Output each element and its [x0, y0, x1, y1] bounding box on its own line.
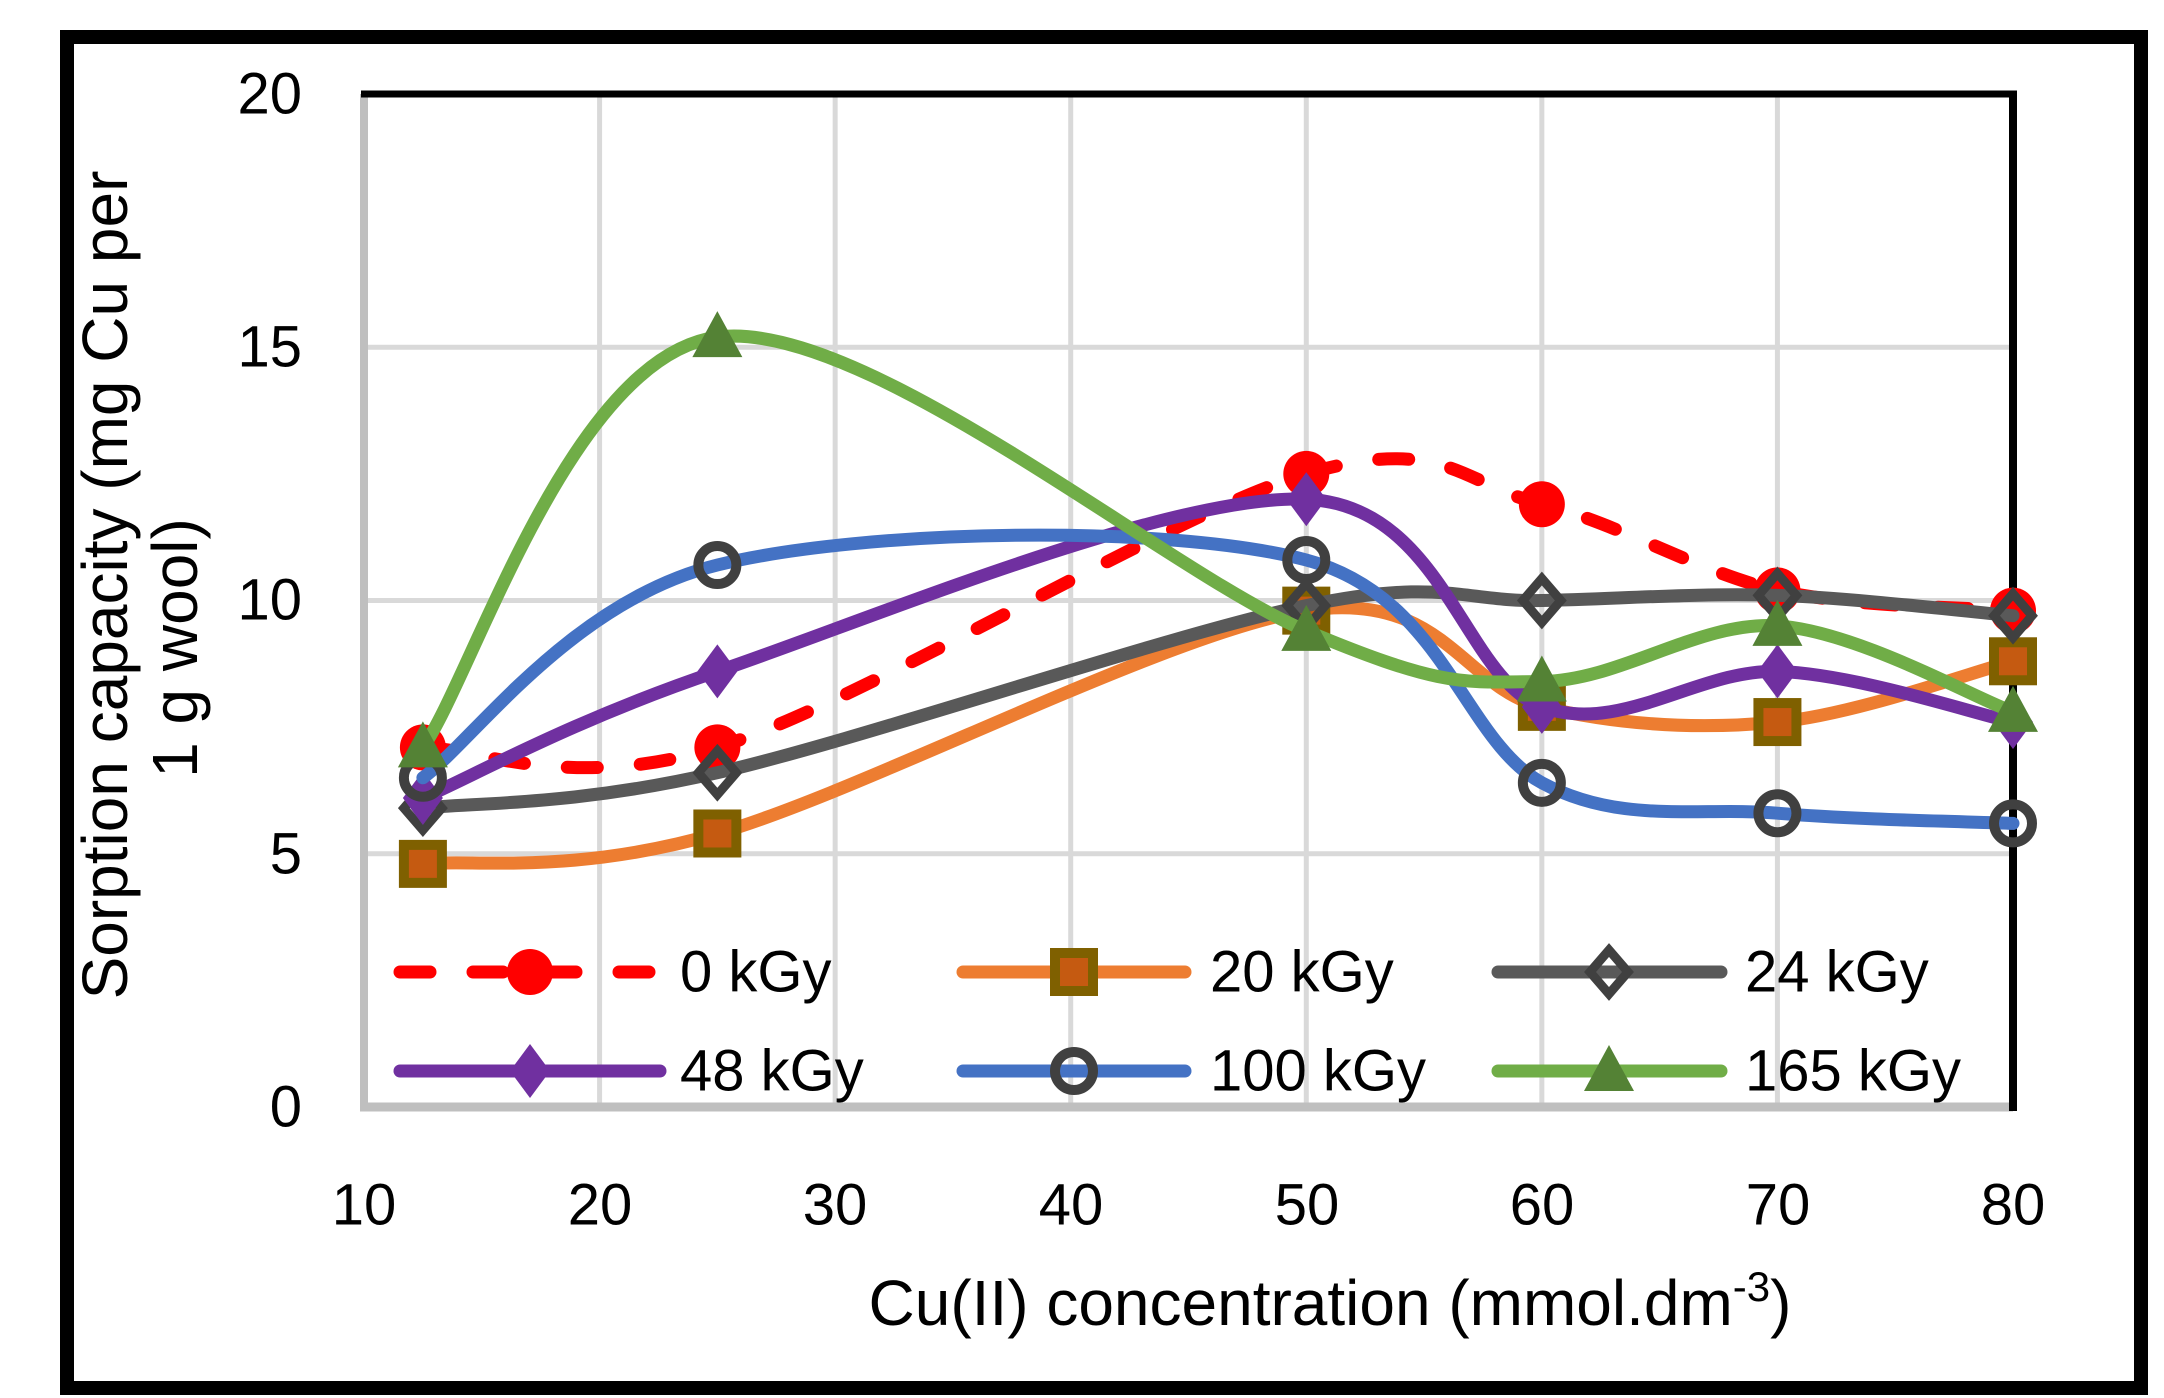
x-tick-label: 60 [1510, 1173, 1575, 1238]
100-kGy-marker [693, 541, 742, 590]
0-kGy-line [416, 452, 2020, 775]
data-series-layer [397, 311, 2038, 888]
165-kGy-marker [1752, 599, 1803, 646]
100-kGy-marker [1282, 535, 1331, 584]
20-kGy-marker [398, 839, 447, 888]
165-kGy-marker [397, 721, 448, 768]
165-kGy-marker [1584, 1045, 1634, 1091]
24-kGy-line [416, 585, 2020, 815]
100-kGy-marker [1517, 758, 1566, 807]
165-kGy-marker [1988, 685, 2038, 732]
y-tick-label: 15 [237, 315, 302, 380]
20-kGy-marker [1989, 637, 2037, 686]
legend-label: 48 kGy [680, 1039, 864, 1104]
100-kGy-marker [1753, 789, 1802, 838]
series-165-kGy [397, 311, 2038, 768]
x-tick-label: 50 [1275, 1173, 1340, 1238]
x-tick-label: 70 [1746, 1173, 1811, 1238]
legend-key-0-kGy [393, 949, 667, 995]
165-kGy-marker [1281, 604, 1332, 651]
legend-key-100-kGy [956, 1047, 1192, 1095]
legend-label: 20 kGy [1210, 940, 1394, 1005]
legend-label: 165 kGy [1745, 1039, 1961, 1104]
y-tick-label: 20 [237, 62, 302, 127]
legend-key-layer [393, 943, 1728, 1098]
x-tick-label: 20 [568, 1173, 633, 1238]
x-axis-tick-labels: 10 20 30 40 50 60 70 80 [332, 1173, 2046, 1238]
legend-label: 0 kGy [680, 940, 832, 1005]
20-kGy-marker [1050, 948, 1098, 996]
24-kGy-marker [692, 743, 743, 802]
y-tick-label: 10 [237, 568, 302, 633]
165-kGy-marker [692, 311, 743, 358]
y-tick-label: 5 [270, 822, 302, 887]
20-kGy-marker [1753, 698, 1802, 747]
100-kGy-marker [1050, 1047, 1098, 1095]
0-kGy-marker [507, 949, 553, 995]
legend-key-20-kGy [956, 948, 1192, 996]
100-kGy-marker [1989, 799, 2037, 848]
x-tick-label: 30 [803, 1173, 868, 1238]
legend-label: 24 kGy [1745, 940, 1929, 1005]
100-kGy-line [416, 528, 2020, 830]
48-kGy-marker [510, 1044, 550, 1098]
y-axis-title-line2: 1 g wool) [139, 518, 211, 778]
x-tick-label: 10 [332, 1173, 397, 1238]
legend-key-24-kGy [1491, 943, 1728, 1001]
x-axis-title: Cu(II) concentration (mmol.dm-3) [869, 1263, 1792, 1339]
24-kGy-marker [1988, 586, 2038, 645]
24-kGy-marker [1584, 943, 1634, 1001]
x-tick-label: 80 [1981, 1173, 2046, 1238]
legend-key-48-kGy [393, 1044, 667, 1098]
165-kGy-marker [1516, 655, 1567, 702]
48-kGy-marker [1286, 472, 1327, 527]
24-kGy-marker [1516, 571, 1567, 630]
series-48-kGy [402, 472, 2033, 826]
0-kGy-marker [1518, 481, 1565, 528]
figure-border [60, 30, 2148, 1395]
legend-labels: 0 kGy 20 kGy 24 kGy 48 kGy 100 kGy 165 k… [680, 940, 1961, 1104]
48-kGy-marker [697, 644, 738, 699]
legend-key-165-kGy [1491, 1045, 1728, 1091]
y-axis-title-line1: Sorption capacity (mg Cu per [69, 171, 141, 1000]
48-kGy-marker [1757, 644, 1798, 699]
y-tick-label: 0 [270, 1075, 302, 1140]
legend-label: 100 kGy [1210, 1039, 1426, 1104]
y-axis-tick-labels: 20 15 10 5 0 [237, 62, 302, 1140]
x-tick-label: 40 [1039, 1173, 1104, 1238]
20-kGy-marker [693, 809, 742, 858]
series-100-kGy [398, 528, 2037, 848]
